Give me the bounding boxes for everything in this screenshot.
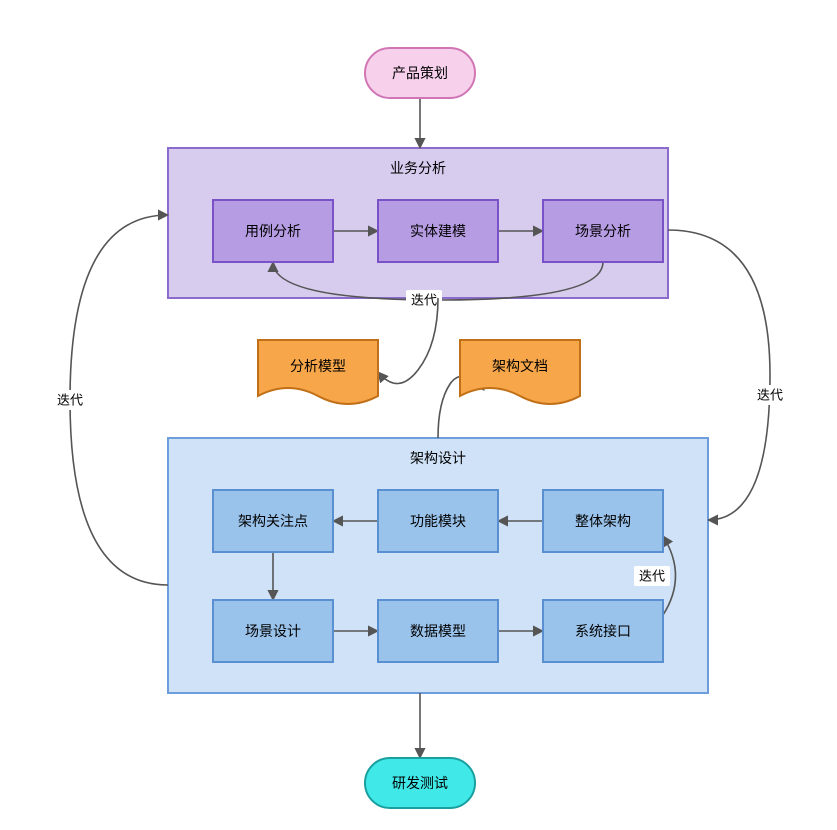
node-doc2: 架构文档 bbox=[460, 340, 580, 404]
e-g1-doc1 bbox=[378, 298, 438, 384]
node-label: 场景设计 bbox=[245, 623, 301, 639]
node-g2f: 系统接口 bbox=[543, 600, 663, 662]
node-label: 系统接口 bbox=[575, 623, 631, 639]
edge-label: 迭代 bbox=[57, 393, 83, 408]
edge-label: 迭代 bbox=[411, 293, 437, 308]
flowchart-diagram: 业务分析架构设计迭代迭代迭代迭代产品策划研发测试用例分析实体建模场景分析分析模型… bbox=[0, 0, 837, 830]
node-g1b: 实体建模 bbox=[378, 200, 498, 262]
node-label: 架构文档 bbox=[492, 358, 548, 374]
node-label: 数据模型 bbox=[410, 623, 466, 639]
node-doc1: 分析模型 bbox=[258, 340, 378, 404]
node-label: 实体建模 bbox=[410, 223, 466, 239]
edge-label: 迭代 bbox=[757, 388, 783, 403]
node-label: 功能模块 bbox=[410, 513, 466, 529]
e-left-loop: 迭代 bbox=[52, 215, 168, 585]
node-start: 产品策划 bbox=[365, 48, 475, 98]
container-title: 架构设计 bbox=[410, 450, 466, 466]
edge-label: 迭代 bbox=[639, 569, 665, 584]
node-g2c: 整体架构 bbox=[543, 490, 663, 552]
node-g2b: 功能模块 bbox=[378, 490, 498, 552]
node-label: 产品策划 bbox=[392, 65, 448, 81]
container-title: 业务分析 bbox=[390, 160, 446, 176]
node-g2d: 场景设计 bbox=[213, 600, 333, 662]
node-label: 场景分析 bbox=[575, 223, 631, 239]
node-end: 研发测试 bbox=[365, 758, 475, 808]
node-label: 研发测试 bbox=[392, 775, 448, 791]
node-label: 架构关注点 bbox=[238, 513, 308, 529]
node-label: 分析模型 bbox=[290, 358, 346, 374]
node-g2e: 数据模型 bbox=[378, 600, 498, 662]
node-g1c: 场景分析 bbox=[543, 200, 663, 262]
node-label: 用例分析 bbox=[245, 223, 301, 239]
node-label: 整体架构 bbox=[575, 513, 631, 529]
node-g2a: 架构关注点 bbox=[213, 490, 333, 552]
node-g1a: 用例分析 bbox=[213, 200, 333, 262]
